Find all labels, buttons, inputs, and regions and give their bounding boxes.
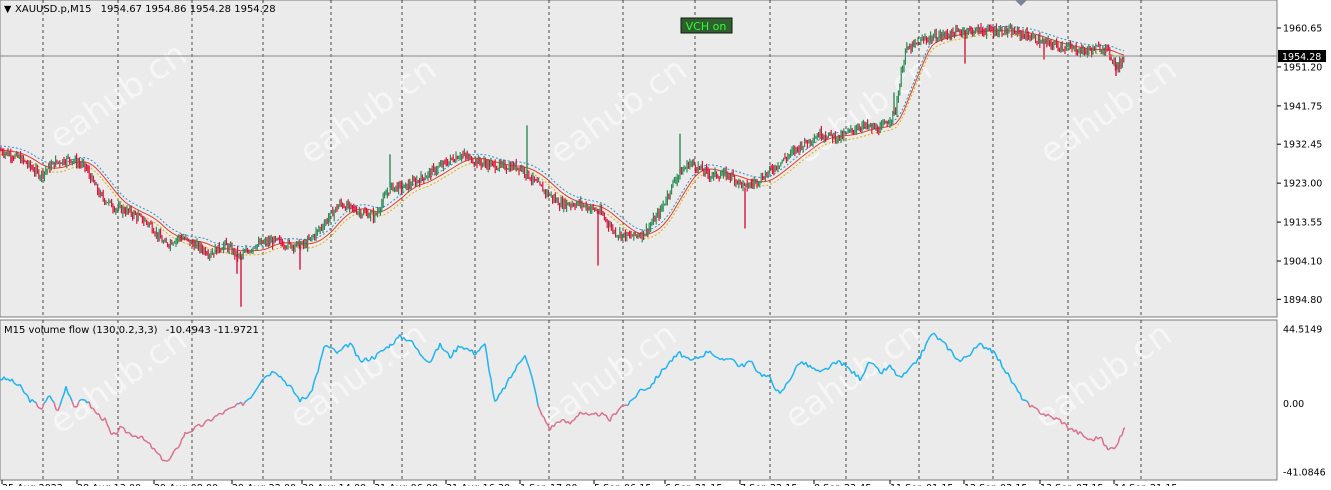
- flow-segment: [531, 374, 532, 377]
- time-axis: 25 Aug 202328 Aug 13:0029 Aug 08:0029 Au…: [2, 480, 1177, 486]
- flow-segment: [126, 432, 128, 433]
- flow-segment: [1088, 439, 1090, 440]
- flow-segment: [966, 356, 968, 357]
- flow-segment: [572, 420, 574, 421]
- flow-segment: [980, 343, 982, 344]
- flow-segment: [1084, 437, 1086, 438]
- flow-segment: [1012, 383, 1014, 384]
- flow-segment: [846, 367, 848, 368]
- price-tick-label: 1951.20: [1283, 62, 1322, 73]
- flow-segment: [122, 427, 124, 428]
- indicator-tick-label: 44.5149: [1283, 325, 1322, 336]
- svg-text:M15 volume flow (130,0.2,3,3): M15 volume flow (130,0.2,3,3) -10.4943 -…: [4, 325, 259, 336]
- flow-segment: [1120, 435, 1122, 436]
- flow-segment: [201, 426, 203, 427]
- flow-segment: [477, 351, 479, 352]
- svg-text:XAUUSD.p,M15 1954.67 195: XAUUSD.p,M15 1954.67 1954.86 1954.28 195…: [15, 4, 276, 15]
- flow-segment: [225, 410, 227, 411]
- price-tick-label: 1923.00: [1283, 179, 1322, 190]
- flow-segment: [231, 407, 233, 408]
- flow-segment: [892, 369, 894, 370]
- flow-segment: [144, 440, 146, 441]
- flow-segment: [249, 398, 251, 399]
- flow-segment: [324, 346, 325, 347]
- flow-segment: [128, 432, 130, 433]
- price-tick-label: 1941.75: [1283, 101, 1322, 112]
- flow-segment: [728, 359, 730, 360]
- flow-segment: [337, 352, 338, 354]
- flow-segment: [590, 414, 592, 415]
- flow-segment: [338, 351, 340, 352]
- indicator-title: M15 volume flow (130,0.2,3,3): [4, 325, 158, 336]
- price-tick-label: 1960.65: [1283, 24, 1322, 35]
- flow-segment: [642, 389, 644, 390]
- flow-segment: [942, 341, 944, 342]
- chart-ohlc: 1954.67 1954.86 1954.28 1954.28: [101, 4, 276, 15]
- flow-segment: [798, 364, 800, 365]
- flow-segment: [120, 426, 122, 427]
- chart-menu-triangle-icon[interactable]: ▼: [4, 4, 12, 15]
- flow-segment: [1050, 416, 1052, 417]
- indicator-axis: 44.5149 0.00 -41.0846: [1283, 325, 1326, 479]
- flow-segment: [692, 359, 694, 360]
- flow-segment: [195, 426, 197, 427]
- price-axis: 1960.65 1951.20 1941.75 1932.45 1923.00 1913.…: [1277, 24, 1322, 306]
- indicator-values: -10.4943 -11.9721: [166, 325, 259, 336]
- flow-segment: [446, 352, 448, 353]
- price-tick-label: 1894.80: [1283, 295, 1322, 306]
- flow-segment: [266, 376, 268, 377]
- current-price-value: 1954.28: [1282, 52, 1321, 63]
- flow-segment: [896, 375, 898, 376]
- price-tick-label: 1904.10: [1283, 257, 1322, 268]
- flow-segment: [158, 454, 160, 455]
- flow-segment: [251, 396, 252, 398]
- current-price-label: 1954.28: [1278, 50, 1326, 63]
- flow-segment: [664, 368, 666, 369]
- flow-segment: [1040, 414, 1042, 415]
- flow-segment: [302, 397, 304, 398]
- price-tick-label: 1913.55: [1283, 218, 1322, 229]
- flow-segment: [229, 408, 231, 409]
- vch-badge-label: VCH on: [686, 20, 727, 33]
- flow-segment: [396, 338, 398, 339]
- indicator-tick-label: -41.0846: [1283, 468, 1326, 479]
- flow-segment: [1034, 407, 1036, 408]
- flow-segment: [644, 390, 646, 391]
- flow-segment: [444, 350, 446, 351]
- flow-segment: [1056, 418, 1058, 419]
- flow-segment: [576, 416, 578, 417]
- flow-segment: [726, 359, 728, 360]
- chart-symbol-title: XAUUSD.p,M15: [15, 4, 91, 15]
- flow-segment: [1100, 437, 1102, 438]
- flow-segment: [782, 389, 784, 390]
- flow-segment: [34, 402, 36, 403]
- flow-segment: [233, 407, 235, 408]
- price-tick-label: 1932.45: [1283, 140, 1322, 151]
- flow-segment: [38, 407, 40, 408]
- flow-segment: [702, 356, 704, 357]
- flow-segment: [822, 369, 824, 370]
- flow-segment: [870, 363, 872, 364]
- flow-segment: [464, 348, 466, 349]
- flow-segment: [732, 359, 734, 360]
- flow-segment: [1090, 439, 1092, 440]
- flow-segment: [556, 422, 558, 423]
- indicator-tick-label: 0.00: [1283, 399, 1304, 410]
- price-panel: [0, 0, 1277, 317]
- flow-segment: [466, 348, 468, 349]
- flow-segment: [964, 357, 966, 358]
- flow-segment: [872, 363, 874, 364]
- flow-segment: [331, 348, 333, 349]
